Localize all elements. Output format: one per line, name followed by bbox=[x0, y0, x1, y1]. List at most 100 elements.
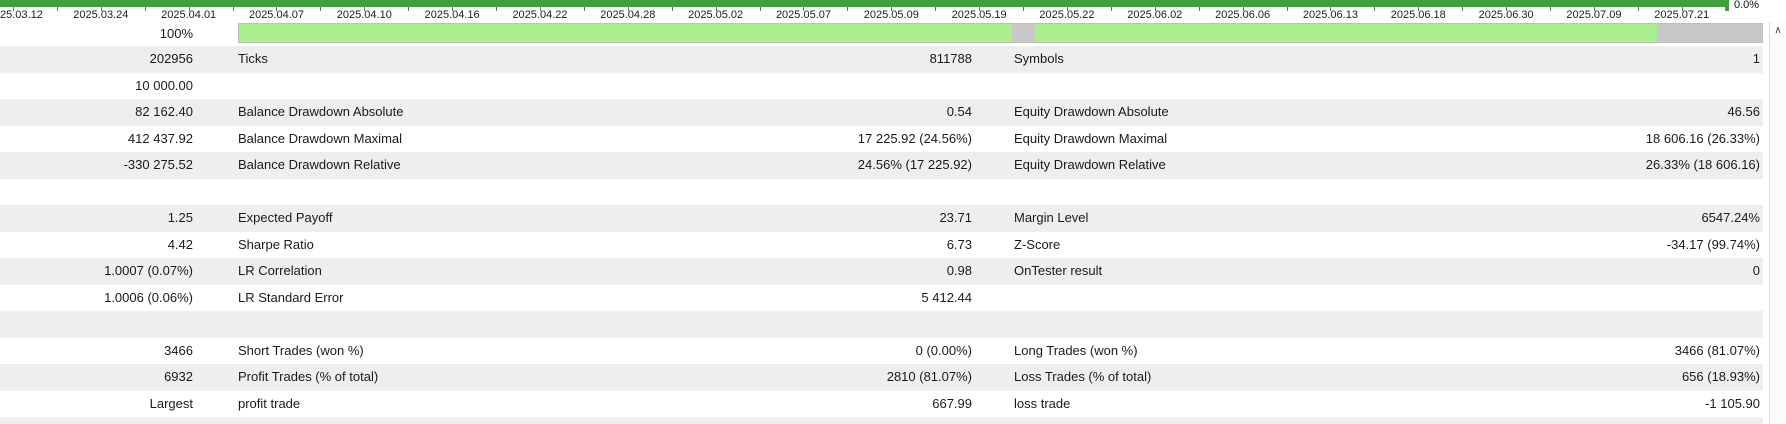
stat-value-col1 bbox=[0, 417, 193, 424]
quality-bar-segment-gap bbox=[1657, 24, 1762, 42]
stat-value-col1: 1.0007 (0.07%) bbox=[104, 263, 193, 278]
x-axis-date-label: 2025.06.06 bbox=[1215, 9, 1271, 21]
stat-value-col1: 82 162.40 bbox=[135, 104, 193, 119]
stat-value-col3: 46.56 bbox=[1727, 104, 1760, 119]
table-row: 82 162.40 Balance Drawdown Absolute 0.54 Eq… bbox=[0, 99, 1763, 126]
x-axis-date-labels: 25.03.12 2025.03.24 2025.04.01 2025.04.07 20… bbox=[0, 8, 1786, 22]
x-axis-tick bbox=[1023, 7, 1025, 11]
stat-label-col1: Ticks bbox=[238, 51, 268, 66]
stat-value-col1: Largest bbox=[149, 395, 193, 411]
x-axis-tick bbox=[1681, 7, 1683, 11]
stat-value-col2: 0.54 bbox=[946, 104, 972, 119]
x-axis-tick bbox=[1374, 7, 1376, 11]
stat-value-col1: 1.0006 (0.06%) bbox=[104, 289, 193, 305]
stat-value-col1 bbox=[0, 179, 193, 206]
x-axis-tick bbox=[452, 7, 454, 11]
stat-label-col2: loss trade bbox=[1014, 395, 1071, 411]
x-axis-tick bbox=[1550, 7, 1552, 11]
stat-label-col2: Equity Drawdown Relative bbox=[1014, 157, 1166, 172]
table-row: 412 437.92 Balance Drawdown Maximal 17 225… bbox=[0, 126, 1763, 153]
x-axis-date-label: 2025.04.10 bbox=[336, 9, 392, 21]
stat-value-col2: 5 412.44 bbox=[921, 289, 972, 305]
table-row: 1.0006 (0.06%) LR Standard Error 5 412.44 bbox=[0, 285, 1763, 312]
stat-value-col3: 6547.24% bbox=[1701, 210, 1760, 225]
x-axis-date-label: 25.03.12 bbox=[0, 9, 43, 21]
x-axis-tick bbox=[276, 7, 278, 11]
table-row: 6932 Profit Trades (% of total) 2810 (81.0… bbox=[0, 364, 1763, 391]
table-row: 202956 Ticks 811788 Symbols 1 bbox=[0, 46, 1763, 73]
x-axis-date-label: 2025.06.18 bbox=[1390, 9, 1446, 21]
stat-value-col1: -330 275.52 bbox=[123, 157, 193, 172]
x-axis-tick bbox=[1330, 7, 1332, 11]
x-axis-tick bbox=[1593, 7, 1595, 11]
stat-value-col1: 1.25 bbox=[167, 210, 193, 225]
x-axis-date-label: 2025.04.01 bbox=[161, 9, 217, 21]
stat-value-col2: 0 (0.00%) bbox=[915, 342, 972, 358]
history-quality-row: 100% bbox=[0, 22, 1786, 46]
x-axis-tick bbox=[1462, 7, 1464, 11]
x-axis-date-label: 2025.07.21 bbox=[1654, 9, 1710, 21]
stat-label-col2: Margin Level bbox=[1014, 210, 1089, 225]
stat-label-col1: profit trade bbox=[238, 395, 301, 411]
stat-value-col2 bbox=[600, 311, 972, 338]
y-axis-zero-label: 0.0% bbox=[1734, 0, 1760, 11]
x-axis-date-label: 2025.05.22 bbox=[1039, 9, 1095, 21]
table-row: Largest profit trade 667.99 loss trade -1 10… bbox=[0, 391, 1763, 418]
stat-label-col1: Balance Drawdown Maximal bbox=[238, 130, 403, 146]
stat-label-col1 bbox=[238, 179, 588, 206]
x-axis-tick bbox=[671, 7, 673, 11]
table-row: 10 000.00 bbox=[0, 73, 1763, 100]
chevron-up-icon: ∧ bbox=[1774, 25, 1782, 36]
x-axis-date-label: 2025.04.16 bbox=[424, 9, 480, 21]
stat-value-col3 bbox=[1400, 311, 1760, 338]
x-axis-tick bbox=[935, 7, 937, 11]
stat-label-col1: Expected Payoff bbox=[238, 210, 333, 225]
stat-value-col3: 3466 (81.07%) bbox=[1674, 342, 1760, 358]
stat-value-col2: 6.73 bbox=[946, 236, 972, 252]
chart-histogram-strip bbox=[0, 0, 1729, 7]
scroll-up-button[interactable]: ∧ bbox=[1770, 22, 1786, 41]
x-axis-tick bbox=[496, 7, 498, 11]
x-axis-date-label: 2025.05.19 bbox=[951, 9, 1007, 21]
x-axis-tick bbox=[408, 7, 410, 11]
x-axis-tick bbox=[979, 7, 981, 11]
scrollbar-track[interactable] bbox=[1770, 41, 1786, 424]
stat-label-col1: Balance Drawdown Absolute bbox=[238, 104, 404, 119]
stat-value-col3 bbox=[1400, 417, 1760, 424]
stat-value-col2: 0.98 bbox=[946, 263, 972, 278]
x-axis-tick bbox=[627, 7, 629, 11]
stat-value-col2: 23.71 bbox=[939, 210, 972, 225]
stat-label-col2 bbox=[1014, 73, 1384, 100]
stat-value-col1 bbox=[0, 311, 193, 338]
stat-label-col2: Equity Drawdown Maximal bbox=[1014, 130, 1168, 146]
backtest-statistics-table: 202956 Ticks 811788 Symbols 1 10 000.00 82 162… bbox=[0, 46, 1763, 424]
stat-value-col2: 17 225.92 (24.56%) bbox=[857, 130, 972, 146]
x-axis-tick bbox=[539, 7, 541, 11]
x-axis-tick bbox=[100, 7, 102, 11]
x-axis-date-label: 2025.05.07 bbox=[775, 9, 831, 21]
chart-strip-end-notch bbox=[1725, 7, 1729, 11]
x-axis-date-label: 2025.07.09 bbox=[1566, 9, 1622, 21]
history-quality-value: 100% bbox=[159, 26, 193, 41]
stat-label-col1 bbox=[238, 417, 588, 424]
stat-label-col2: Loss Trades (% of total) bbox=[1014, 369, 1152, 384]
x-axis-tick bbox=[56, 7, 58, 11]
x-axis-date-label: 2025.06.13 bbox=[1302, 9, 1358, 21]
x-axis-tick bbox=[144, 7, 146, 11]
x-axis-tick bbox=[1637, 7, 1639, 11]
x-axis-tick bbox=[583, 7, 585, 11]
stat-value-col1: 412 437.92 bbox=[127, 130, 193, 146]
stat-value-col2: 24.56% (17 225.92) bbox=[857, 157, 972, 172]
vertical-scrollbar[interactable]: ∧ bbox=[1769, 22, 1786, 424]
stat-value-col2 bbox=[600, 73, 972, 100]
stat-value-col2 bbox=[600, 417, 972, 424]
stat-label-col1: Profit Trades (% of total) bbox=[238, 369, 379, 384]
x-axis-date-label: 2025.03.24 bbox=[73, 9, 129, 21]
x-axis-tick bbox=[847, 7, 849, 11]
x-axis-tick bbox=[1286, 7, 1288, 11]
stat-value-col1: 202956 bbox=[149, 51, 193, 66]
x-axis-tick bbox=[1242, 7, 1244, 11]
stat-label-col1 bbox=[238, 73, 588, 100]
table-row: 3466 Short Trades (won %) 0 (0.00%) Long Tr… bbox=[0, 338, 1763, 365]
stat-label-col2: OnTester result bbox=[1014, 263, 1103, 278]
